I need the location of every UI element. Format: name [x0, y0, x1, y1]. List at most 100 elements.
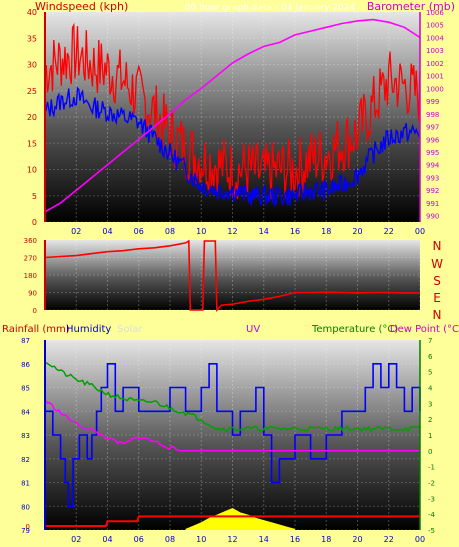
y-tick-label-humidity: 85	[21, 385, 30, 393]
x-tick-label: 14	[259, 535, 269, 543]
y-tick-label-temp: 7	[428, 337, 432, 345]
y-tick-label-baro: 995	[426, 149, 439, 157]
series-temperature-line	[44, 361, 420, 433]
x-tick-label: 02	[71, 227, 81, 236]
dir-label-e: E	[433, 291, 441, 305]
x-tick-label: 10	[196, 227, 206, 236]
y-tick-label-temp: -4	[428, 511, 436, 519]
y-tick-label-baro: 1005	[426, 22, 444, 30]
x-tick-label: 12	[227, 227, 237, 236]
y-tick-label-direction: 360	[24, 237, 37, 245]
y-tick-label-baro: 1003	[426, 47, 444, 55]
y-tick-label-temp: 5	[428, 369, 432, 377]
humidity-label: Humidity	[66, 324, 111, 335]
y-tick-label-temp: -5	[428, 527, 435, 535]
x-tick-label: 14	[259, 227, 269, 236]
temperature-label: Temperature (°C)	[311, 324, 398, 335]
y-tick-label-wind: 5	[32, 192, 37, 201]
x-tick-label: 08	[165, 535, 175, 543]
y-tick-label-humidity: 86	[21, 361, 30, 369]
y-tick-label-baro: 991	[426, 200, 439, 208]
y-tick-label-temp: -2	[428, 480, 435, 488]
x-tick-label: 04	[102, 227, 112, 236]
x-tick-label: 06	[134, 535, 144, 543]
y-tick-label-humidity: 81	[21, 480, 30, 488]
y-tick-label-wind: 40	[27, 8, 37, 17]
y-tick-label-baro: 992	[426, 187, 439, 195]
x-tick-label: 08	[165, 227, 175, 236]
y-tick-label-baro: 990	[426, 213, 439, 221]
y-tick-label-baro: 1006	[426, 9, 444, 17]
y-tick-label-humidity: 83	[21, 432, 30, 440]
y-tick-label-humidity: 80	[21, 503, 30, 511]
solar-label: Solar	[117, 324, 143, 335]
y-tick-label-baro: 1000	[426, 85, 444, 93]
y-tick-label-temp: 3	[428, 400, 432, 408]
x-tick-label: 22	[384, 227, 394, 236]
windspeed-label: Windspeed (kph)	[35, 0, 128, 13]
y-tick-label-wind: 10	[27, 166, 37, 175]
x-tick-label: 06	[134, 227, 144, 236]
x-tick-label: 12	[227, 535, 237, 543]
y-tick-label-baro: 1002	[426, 60, 444, 68]
y-tick-label-humidity: 87	[21, 337, 30, 345]
y-tick-label-temp: 0	[428, 448, 432, 456]
dir-label-n-top: N	[433, 239, 442, 253]
y-tick-label-temp: 2	[428, 416, 432, 424]
y-tick-label-rain: 0	[26, 523, 30, 531]
y-tick-label-wind: 30	[27, 61, 37, 70]
dir-label-w: W	[431, 257, 443, 271]
barometer-label: Barometer (mb)	[367, 0, 455, 13]
y-tick-label-humidity: 84	[21, 408, 30, 416]
y-tick-label-temp: 4	[428, 385, 433, 393]
x-tick-label: 18	[321, 227, 331, 236]
y-tick-label-humidity: 79	[21, 527, 30, 535]
x-tick-label: 02	[71, 535, 81, 543]
y-tick-label-temp: 1	[428, 432, 432, 440]
y-tick-label-baro: 1004	[426, 34, 444, 42]
chart-subtitle: 00 hour graph data - 04 January 2024	[185, 3, 356, 13]
y-tick-label-wind: 20	[27, 113, 37, 122]
x-tick-label: 16	[290, 535, 300, 543]
dir-label-s: S	[433, 274, 441, 288]
y-tick-label-baro: 998	[426, 111, 439, 119]
series-humidity-line	[45, 362, 421, 508]
y-tick-label-direction: 270	[24, 255, 37, 263]
y-tick-label-baro: 999	[426, 98, 439, 106]
y-tick-label-direction: 90	[28, 290, 37, 298]
series-solar-area	[185, 508, 295, 530]
y-tick-label-humidity: 82	[21, 456, 30, 464]
rainfall-label: Rainfall (mm)	[2, 324, 70, 335]
y-tick-label-direction: 0	[33, 307, 37, 315]
series-dewpoint-line	[44, 399, 420, 452]
y-tick-label-wind: 25	[27, 87, 37, 96]
y-tick-label-baro: 997	[426, 124, 439, 132]
x-tick-label: 22	[384, 535, 394, 543]
x-tick-label: 16	[290, 227, 300, 236]
dir-label-n-bottom: N	[433, 308, 442, 322]
series-barometer-line	[44, 18, 421, 213]
y-tick-label-temp: 6	[428, 353, 433, 361]
y-tick-label-temp: -1	[428, 464, 435, 472]
x-tick-label: 00	[415, 535, 425, 543]
x-tick-label: 20	[352, 227, 362, 236]
y-tick-label-baro: 994	[426, 162, 440, 170]
series-gust-line	[44, 22, 421, 200]
y-tick-label-wind: 35	[27, 34, 37, 43]
x-tick-label: 20	[352, 535, 362, 543]
uv-label: UV	[246, 324, 260, 335]
series-rainfall-line	[45, 515, 420, 527]
series-direction-line	[44, 239, 420, 312]
x-tick-label: 04	[102, 535, 112, 543]
y-tick-label-wind: 15	[27, 139, 37, 148]
x-tick-label: 18	[321, 535, 331, 543]
x-tick-label: 00	[415, 227, 425, 236]
y-tick-label-direction: 180	[24, 272, 37, 280]
y-tick-label-wind: 0	[32, 218, 37, 227]
y-tick-label-baro: 993	[426, 174, 439, 182]
series-wind-line	[44, 86, 421, 208]
x-tick-label: 10	[196, 535, 206, 543]
dewpoint-label: Dew Point (°C	[390, 324, 459, 335]
